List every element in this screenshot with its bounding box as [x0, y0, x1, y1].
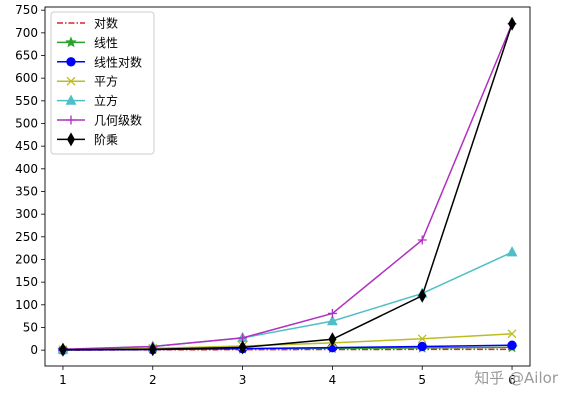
y-tick-label: 150	[15, 275, 38, 289]
series-line	[62, 23, 513, 350]
y-tick-label: 250	[15, 230, 38, 244]
data-point	[66, 115, 76, 125]
data-point	[417, 334, 427, 344]
y-tick-label: 550	[15, 94, 38, 108]
data-point	[65, 94, 77, 105]
x-tick-label: 5	[418, 373, 426, 387]
legend-box	[50, 11, 155, 155]
y-tick-label: 200	[15, 252, 38, 266]
data-point	[65, 36, 77, 48]
legend-label: 线性对数	[94, 54, 142, 69]
x-tick-label: 1	[59, 373, 67, 387]
y-tick-label: 650	[15, 49, 38, 63]
data-point	[506, 246, 518, 257]
x-tick-label: 2	[149, 373, 157, 387]
legend-entry: 线性对数	[57, 54, 142, 69]
data-point	[66, 76, 76, 86]
data-point	[508, 16, 517, 31]
legend-entry: 几何级数	[57, 113, 142, 128]
legend-label: 线性	[94, 36, 118, 50]
y-tick-label: 100	[15, 298, 38, 312]
y-tick-label: 500	[15, 116, 38, 130]
y-tick-label: 50	[23, 320, 38, 334]
axes: 1 2 3 4 5 6 0 50 100 150 200 250 300 350 400 450 500 550 6…	[15, 3, 531, 387]
y-tick-label: 600	[15, 71, 38, 85]
data-point	[328, 332, 337, 347]
legend-label: 几何级数	[94, 113, 142, 128]
series-line	[62, 23, 513, 351]
plot-area	[57, 16, 518, 357]
legend-entry: 线性	[57, 36, 118, 50]
x-tick-label: 4	[329, 373, 337, 387]
y-tick-label: 700	[15, 26, 38, 40]
y-tick-label: 450	[15, 139, 38, 153]
data-point	[507, 340, 517, 350]
y-tick-label: 300	[15, 207, 38, 221]
x-tick-label: 6	[508, 373, 516, 387]
data-point	[417, 235, 427, 245]
legend-label: 立方	[94, 93, 118, 108]
series-7	[58, 16, 517, 357]
data-point	[238, 340, 247, 355]
y-tick-label: 750	[15, 3, 38, 17]
data-point	[327, 308, 337, 318]
legend-entry: 立方	[57, 93, 118, 108]
legend-entry: 对数	[57, 16, 118, 31]
watermark-text: 知乎 @Ailor	[474, 369, 558, 387]
y-tick-label: 400	[15, 162, 38, 176]
data-point	[66, 57, 76, 67]
legend-label: 平方	[94, 74, 118, 89]
data-point	[417, 341, 427, 352]
data-point	[418, 288, 427, 303]
y-tick-label: 350	[15, 184, 38, 198]
data-point	[507, 329, 517, 339]
data-point	[326, 315, 338, 326]
data-point	[58, 342, 67, 357]
y-tick-label: 0	[30, 343, 38, 357]
x-tick-label: 3	[239, 373, 247, 387]
data-point	[67, 132, 75, 147]
legend-entry: 平方	[57, 74, 118, 89]
series-line	[62, 251, 513, 351]
legend-label: 阶乘	[94, 133, 118, 147]
legend-entry: 阶乘	[57, 132, 118, 147]
data-point	[148, 342, 157, 357]
legend-label: 对数	[94, 16, 118, 31]
plot-frame	[44, 6, 531, 367]
series-line	[62, 333, 513, 351]
